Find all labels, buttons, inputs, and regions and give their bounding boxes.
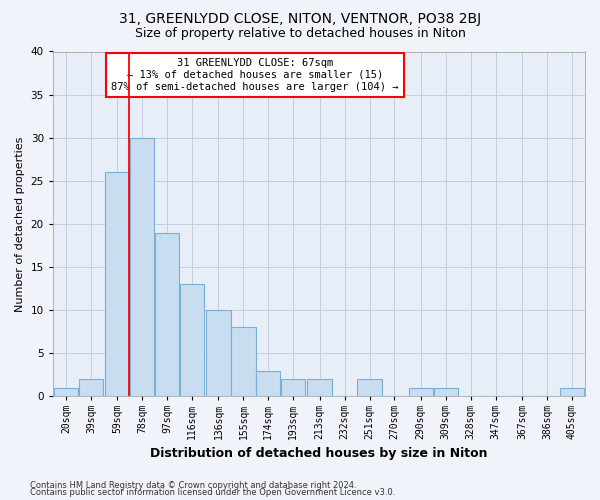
Bar [307, 379, 332, 396]
Bar [256, 370, 280, 396]
Bar [358, 379, 382, 396]
Bar [434, 388, 458, 396]
Text: Contains public sector information licensed under the Open Government Licence v3: Contains public sector information licen… [30, 488, 395, 497]
Y-axis label: Number of detached properties: Number of detached properties [15, 136, 25, 312]
Bar [155, 232, 179, 396]
Bar [180, 284, 204, 397]
Bar [105, 172, 130, 396]
Bar [409, 388, 433, 396]
Bar [206, 310, 230, 396]
Text: 31, GREENLYDD CLOSE, NITON, VENTNOR, PO38 2BJ: 31, GREENLYDD CLOSE, NITON, VENTNOR, PO3… [119, 12, 481, 26]
Text: Size of property relative to detached houses in Niton: Size of property relative to detached ho… [134, 28, 466, 40]
Bar [130, 138, 154, 396]
Bar [231, 328, 256, 396]
Bar [79, 379, 103, 396]
Bar [281, 379, 305, 396]
X-axis label: Distribution of detached houses by size in Niton: Distribution of detached houses by size … [150, 447, 488, 460]
Bar [560, 388, 584, 396]
Text: Contains HM Land Registry data © Crown copyright and database right 2024.: Contains HM Land Registry data © Crown c… [30, 480, 356, 490]
Bar [54, 388, 78, 396]
Text: 31 GREENLYDD CLOSE: 67sqm
← 13% of detached houses are smaller (15)
87% of semi-: 31 GREENLYDD CLOSE: 67sqm ← 13% of detac… [112, 58, 399, 92]
